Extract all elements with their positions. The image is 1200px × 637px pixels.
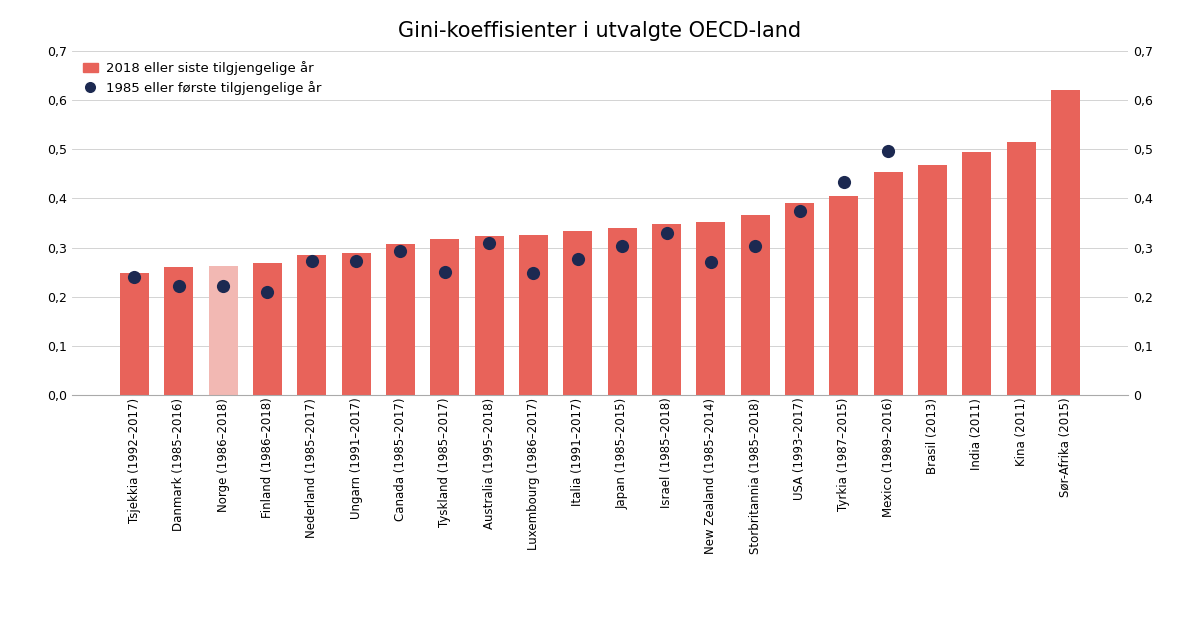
- Bar: [253, 262, 282, 395]
- Point: [214, 281, 233, 291]
- Bar: [696, 222, 725, 395]
- Point: [612, 240, 631, 250]
- Point: [302, 256, 322, 266]
- Bar: [785, 203, 814, 395]
- Bar: [874, 172, 902, 395]
- Point: [834, 176, 853, 187]
- Point: [656, 228, 676, 238]
- Bar: [1007, 142, 1036, 395]
- Bar: [652, 224, 680, 395]
- Bar: [386, 244, 415, 395]
- Bar: [120, 273, 149, 395]
- Point: [745, 241, 764, 251]
- Point: [436, 266, 455, 276]
- Bar: [342, 253, 371, 395]
- Bar: [607, 228, 636, 395]
- Point: [258, 287, 277, 297]
- Point: [347, 256, 366, 266]
- Point: [125, 271, 144, 282]
- Bar: [520, 235, 548, 395]
- Point: [480, 238, 499, 248]
- Point: [524, 268, 544, 278]
- Bar: [962, 152, 991, 395]
- Legend: 2018 eller siste tilgjengelige år, 1985 eller første tilgjengelige år: 2018 eller siste tilgjengelige år, 1985 …: [78, 57, 325, 99]
- Bar: [1051, 90, 1080, 395]
- Point: [790, 206, 809, 216]
- Bar: [298, 255, 326, 395]
- Bar: [564, 231, 593, 395]
- Bar: [829, 196, 858, 395]
- Title: Gini-koeffisienter i utvalgte OECD-land: Gini-koeffisienter i utvalgte OECD-land: [398, 21, 802, 41]
- Bar: [740, 215, 769, 395]
- Point: [169, 282, 188, 292]
- Point: [701, 257, 720, 267]
- Point: [878, 146, 898, 156]
- Point: [569, 254, 588, 264]
- Bar: [475, 236, 504, 395]
- Bar: [918, 166, 947, 395]
- Point: [391, 246, 410, 256]
- Bar: [209, 266, 238, 395]
- Bar: [164, 267, 193, 395]
- Bar: [431, 239, 460, 395]
